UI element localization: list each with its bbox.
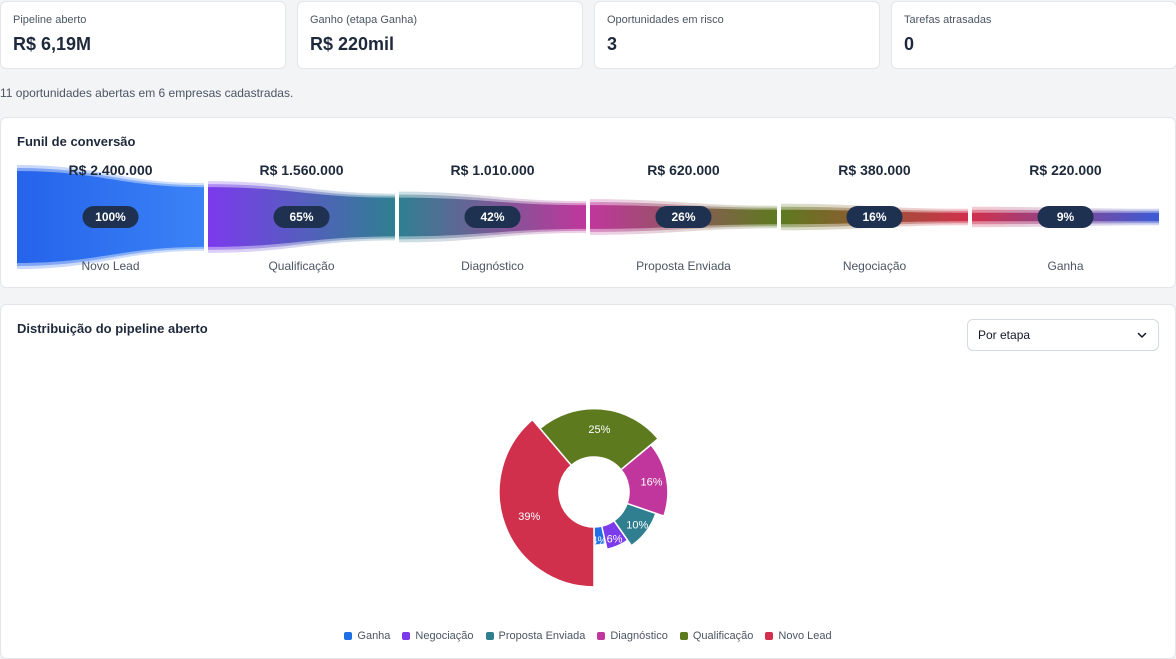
kpi-label: Pipeline aberto <box>13 14 87 26</box>
chevron-down-icon <box>1137 332 1147 338</box>
legend-label: Diagnóstico <box>610 630 668 642</box>
legend-label: Novo Lead <box>778 630 832 642</box>
funnel-stage: R$ 1.560.000 65% Qualificação <box>208 162 395 273</box>
funnel-amount: R$ 620.000 <box>647 162 720 178</box>
pie-slice-label: 39% <box>518 511 540 523</box>
funnel-amount: R$ 1.560.000 <box>259 162 343 178</box>
kpi-label: Oportunidades em risco <box>607 14 724 26</box>
funnel-pct-label: 26% <box>671 210 695 224</box>
legend-label: Ganha <box>357 630 391 642</box>
funnel-stage-name: Qualificação <box>268 259 334 273</box>
legend-swatch <box>597 632 606 640</box>
funnel-stage: R$ 620.000 26% Proposta Enviada <box>590 162 777 273</box>
kpi-value: 0 <box>904 34 915 54</box>
funnel-chart: R$ 2.400.000 100% Novo Lead R$ 1.560.000 65%… <box>17 162 1159 273</box>
funnel-pct-label: 16% <box>862 210 886 224</box>
funnel-pct-badge <box>846 206 903 228</box>
legend-swatch <box>344 632 353 640</box>
kpi-row: Pipeline aberto R$ 6,19M Ganho (etapa Ga… <box>0 1 1176 69</box>
pie-slice-label: 10% <box>626 520 648 532</box>
kpi-card-won: Ganho (etapa Ganha) R$ 220mil <box>297 1 583 69</box>
pie-slice-label: 4% <box>591 535 607 547</box>
funnel-pct-badge <box>82 206 139 228</box>
kpi-card-overdue: Tarefas atrasadas 0 <box>891 1 1176 69</box>
funnel-stage-name: Ganha <box>1047 259 1083 273</box>
funnel-stage: R$ 1.010.000 42% Diagnóstico <box>399 162 586 273</box>
funnel-pct-badge <box>655 206 712 228</box>
funnel-pct-label: 100% <box>95 210 126 224</box>
distribution-chart: 4% 6%10% 16% 25% 39% <box>498 407 669 588</box>
funnel-amount: R$ 220.000 <box>1029 162 1102 178</box>
funnel-pct-label: 9% <box>1057 210 1075 224</box>
kpi-value: R$ 6,19M <box>13 34 92 54</box>
pie-slice-5[interactable] <box>498 418 595 588</box>
funnel-amount: R$ 1.010.000 <box>450 162 534 178</box>
group-by-select[interactable]: Por etapa <box>967 319 1159 351</box>
legend-swatch <box>485 632 494 640</box>
legend-swatch <box>679 632 688 640</box>
funnel-stage: R$ 220.000 9% Ganha <box>972 162 1159 273</box>
kpi-label: Ganho (etapa Ganha) <box>310 14 418 26</box>
kpi-value: R$ 220mil <box>310 34 395 54</box>
legend-item[interactable]: Negociação <box>402 630 474 642</box>
distribution-title: Distribuição do pipeline aberto <box>17 321 208 336</box>
funnel-stage: R$ 380.000 16% Negociação <box>781 162 968 273</box>
funnel-amount: R$ 2.400.000 <box>68 162 152 178</box>
kpi-card-pipeline: Pipeline aberto R$ 6,19M <box>0 1 286 69</box>
kpi-card-risk: Oportunidades em risco 3 <box>594 1 880 69</box>
legend-label: Negociação <box>415 630 474 642</box>
legend-label: Proposta Enviada <box>498 630 586 642</box>
summary-text: 11 oportunidades abertas em 6 empresas c… <box>0 86 294 100</box>
funnel-pct-badge <box>464 206 521 228</box>
legend-item[interactable]: Diagnóstico <box>597 630 668 642</box>
pie-slice-label: 6% <box>607 534 623 546</box>
pie-slice-4[interactable] <box>539 407 659 471</box>
funnel-title: Funil de conversão <box>17 134 136 149</box>
chart-legend: Ganha Negociação Proposta Enviada Diagnósti… <box>1 630 1175 642</box>
funnel-amount: R$ 380.000 <box>838 162 911 178</box>
funnel-pct-badge <box>273 206 330 228</box>
legend-label: Qualificação <box>692 630 754 642</box>
legend-swatch <box>765 632 774 640</box>
funnel-stage-name: Negociação <box>843 259 907 273</box>
legend-swatch <box>402 632 411 640</box>
funnel-stage-name: Diagnóstico <box>461 259 524 273</box>
legend-item[interactable]: Novo Lead <box>765 630 832 642</box>
funnel-pct-label: 42% <box>480 210 504 224</box>
funnel-stage-name: Proposta Enviada <box>636 259 731 273</box>
distribution-card: 4% 6% 10% 16% 25% 39% Distribuição do pipelin… <box>0 304 1176 659</box>
kpi-value: 3 <box>607 34 618 54</box>
legend-item[interactable]: Proposta Enviada <box>485 630 586 642</box>
pie-slice-label: 16% <box>640 477 662 489</box>
kpi-label: Tarefas atrasadas <box>904 14 992 26</box>
pie-slice-label: 25% <box>588 424 610 436</box>
funnel-card: R$ 2.400.000 100% Novo Lead R$ 1.560.000 65%… <box>0 117 1176 288</box>
funnel-stage-name: Novo Lead <box>81 259 139 273</box>
pie-slice-3[interactable] <box>620 444 669 517</box>
legend-item[interactable]: Qualificação <box>679 630 754 642</box>
funnel-pct-badge <box>1037 206 1094 228</box>
funnel-pct-label: 65% <box>289 210 313 224</box>
funnel-stage: R$ 2.400.000 100% Novo Lead <box>17 162 204 273</box>
legend-item[interactable]: Ganha <box>344 630 390 642</box>
group-by-select-value: Por etapa <box>978 328 1031 342</box>
